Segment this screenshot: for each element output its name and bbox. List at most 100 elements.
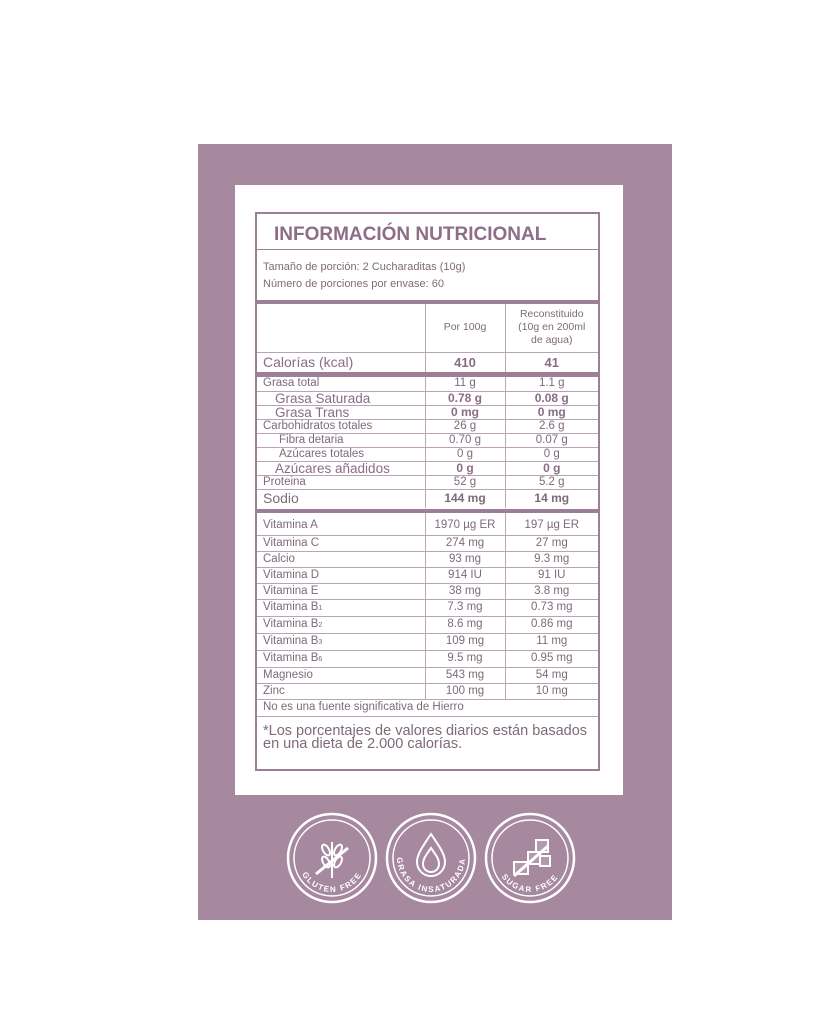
vitamin-row: Vitamina B2 8.6 mg 0.86 mg [257, 616, 598, 634]
calories-row: Calorías (kcal) 410 41 [257, 352, 598, 372]
vitamin-label: Vitamina E [257, 583, 425, 600]
nutrient-per100: 0 g [424, 447, 505, 462]
footnote: *Los porcentajes de valores diarios está… [263, 723, 588, 752]
nutrient-per100: 52 g [424, 475, 505, 490]
sugar-cubes-crossed-icon [513, 839, 551, 878]
vitamin-label: Zinc [257, 683, 425, 700]
vitamin-row: Vitamina B1 7.3 mg 0.73 mg [257, 599, 598, 617]
vitamin-per100: 93 mg [424, 551, 505, 568]
vitamin-per100: 9.5 mg [424, 650, 505, 668]
wheat-crossed-icon [315, 842, 349, 878]
vitamin-per100: 109 mg [424, 633, 505, 651]
vitamin-per100: 7.3 mg [424, 599, 505, 617]
vitamin-row: Zinc 100 mg 10 mg [257, 683, 598, 700]
divider-bar [257, 372, 598, 377]
nutrient-label: Sodio [263, 490, 299, 507]
nutrient-per100: 11 g [424, 377, 505, 392]
vitamin-reconstituted: 91 IU [504, 567, 598, 584]
svg-text:SUGAR FREE: SUGAR FREE [500, 872, 560, 894]
nutrient-row: Grasa Trans 0 mg 0 mg [257, 405, 598, 420]
nutrient-per100: 0 g [424, 461, 505, 476]
vitamin-per100: 1970 µg ER [424, 513, 505, 536]
vitamin-reconstituted: 0.86 mg [504, 616, 598, 634]
calories-reconstituted: 41 [504, 352, 598, 372]
nutrient-reconstituted: 0 g [504, 461, 598, 476]
nutrient-label: Azúcares añadidos [257, 461, 425, 476]
badge-gluten-free: GLUTEN FREE [286, 812, 378, 904]
column-per100: Por 100g [424, 304, 505, 353]
nutrient-row: Grasa total 11 g 1.1 g [257, 377, 598, 392]
nutrient-label: Grasa Saturada [257, 391, 425, 406]
vitamin-reconstituted: 3.8 mg [504, 583, 598, 600]
vitamin-reconstituted: 197 µg ER [504, 513, 598, 536]
servings-per-container: Número de porciones por envase: 60 [263, 278, 444, 290]
vitamin-row: Vitamina B3 109 mg 11 mg [257, 633, 598, 651]
serving-size: Tamaño de porción: 2 Cucharaditas (10g) [263, 261, 466, 273]
column-reconstituted: Reconstituido (10g en 200ml de agua) [504, 304, 598, 353]
nutrient-label: Proteina [257, 475, 425, 490]
vitamin-label: Vitamina B3 [257, 633, 425, 651]
vitamin-label: Magnesio [257, 667, 425, 684]
nutrient-reconstituted: 0 g [504, 447, 598, 462]
nutrient-per100: 0.78 g [424, 391, 505, 406]
nutrient-reconstituted: 0.07 g [504, 433, 598, 448]
serving-info: Tamaño de porción: 2 Cucharaditas (10g) … [257, 250, 598, 300]
vitamin-row: Calcio 93 mg 9.3 mg [257, 551, 598, 568]
nutrient-label: Azúcares totales [257, 447, 425, 462]
nutrient-reconstituted: 1.1 g [504, 377, 598, 392]
nutrient-per100: 0.70 g [424, 433, 505, 448]
badge-label: SUGAR FREE [500, 872, 559, 894]
calories-label: Calorías (kcal) [263, 353, 354, 370]
vitamin-row: Vitamina E 38 mg 3.8 mg [257, 583, 598, 600]
calories-per100: 410 [424, 352, 505, 372]
vitamin-reconstituted: 0.95 mg [504, 650, 598, 668]
vitamin-label: Calcio [257, 551, 425, 568]
vitamin-per100: 274 mg [424, 535, 505, 552]
nutrient-label: Grasa total [257, 377, 425, 392]
nutrient-reconstituted: 14 mg [504, 489, 598, 508]
vitamin-label: Vitamina B2 [257, 616, 425, 634]
column-header-row: Por 100g Reconstituido (10g en 200ml de … [257, 304, 598, 353]
macronutrient-table: Grasa total 11 g 1.1 g Grasa Saturada 0.78 g… [257, 377, 598, 508]
vitamin-per100: 543 mg [424, 667, 505, 684]
nutrient-per100: 0 mg [424, 405, 505, 420]
badge-grasa-insaturada: GRASA INSATURADA [385, 812, 477, 904]
nutrition-facts-label: INFORMACIÓN NUTRICIONAL Tamaño de porció… [255, 212, 600, 771]
badge-sugar-free: SUGAR FREE [484, 812, 576, 904]
nutrient-label: Carbohidratos totales [257, 419, 425, 434]
vitamin-reconstituted: 54 mg [504, 667, 598, 684]
nutrient-reconstituted: 2.6 g [504, 419, 598, 434]
vitamin-reconstituted: 11 mg [504, 633, 598, 651]
vitamin-label: Vitamina C [257, 535, 425, 552]
nutrient-label: Grasa Trans [257, 405, 425, 420]
nutrient-reconstituted: 0 mg [504, 405, 598, 420]
nutrient-row: Proteina 52 g 5.2 g [257, 475, 598, 490]
vitamin-row: Vitamina A 1970 µg ER 197 µg ER [257, 513, 598, 536]
vitamin-label: Vitamina D [257, 567, 425, 584]
vitamin-per100: 38 mg [424, 583, 505, 600]
nutrient-per100: 144 mg [424, 489, 505, 508]
iron-note: No es una fuente significativa de Hierro [257, 699, 598, 717]
drop-icon [415, 832, 447, 877]
divider-bar [257, 509, 598, 513]
divider-bar [257, 300, 598, 304]
nutrient-label: Fibra detaria [257, 433, 425, 448]
vitamin-reconstituted: 0.73 mg [504, 599, 598, 617]
vitamin-per100: 8.6 mg [424, 616, 505, 634]
vitamin-row: Vitamina D 914 IU 91 IU [257, 567, 598, 584]
nutrient-table: Por 100g Reconstituido (10g en 200ml de … [257, 304, 598, 372]
vitamin-label: Vitamina B6 [257, 650, 425, 668]
vitamin-row: Vitamina C 274 mg 27 mg [257, 535, 598, 552]
vitamin-label: Vitamina A [257, 513, 425, 536]
iron-note-table: No es una fuente significativa de Hierro [257, 699, 598, 717]
vitamin-label: Vitamina B1 [257, 599, 425, 617]
vitamin-row: Magnesio 543 mg 54 mg [257, 667, 598, 684]
nutrient-row: Sodio 144 mg 14 mg [257, 489, 598, 508]
nutrient-row: Carbohidratos totales 26 g 2.6 g [257, 419, 598, 434]
label-title: INFORMACIÓN NUTRICIONAL [257, 214, 598, 250]
nutrient-per100: 26 g [424, 419, 505, 434]
vitamin-reconstituted: 10 mg [504, 683, 598, 700]
